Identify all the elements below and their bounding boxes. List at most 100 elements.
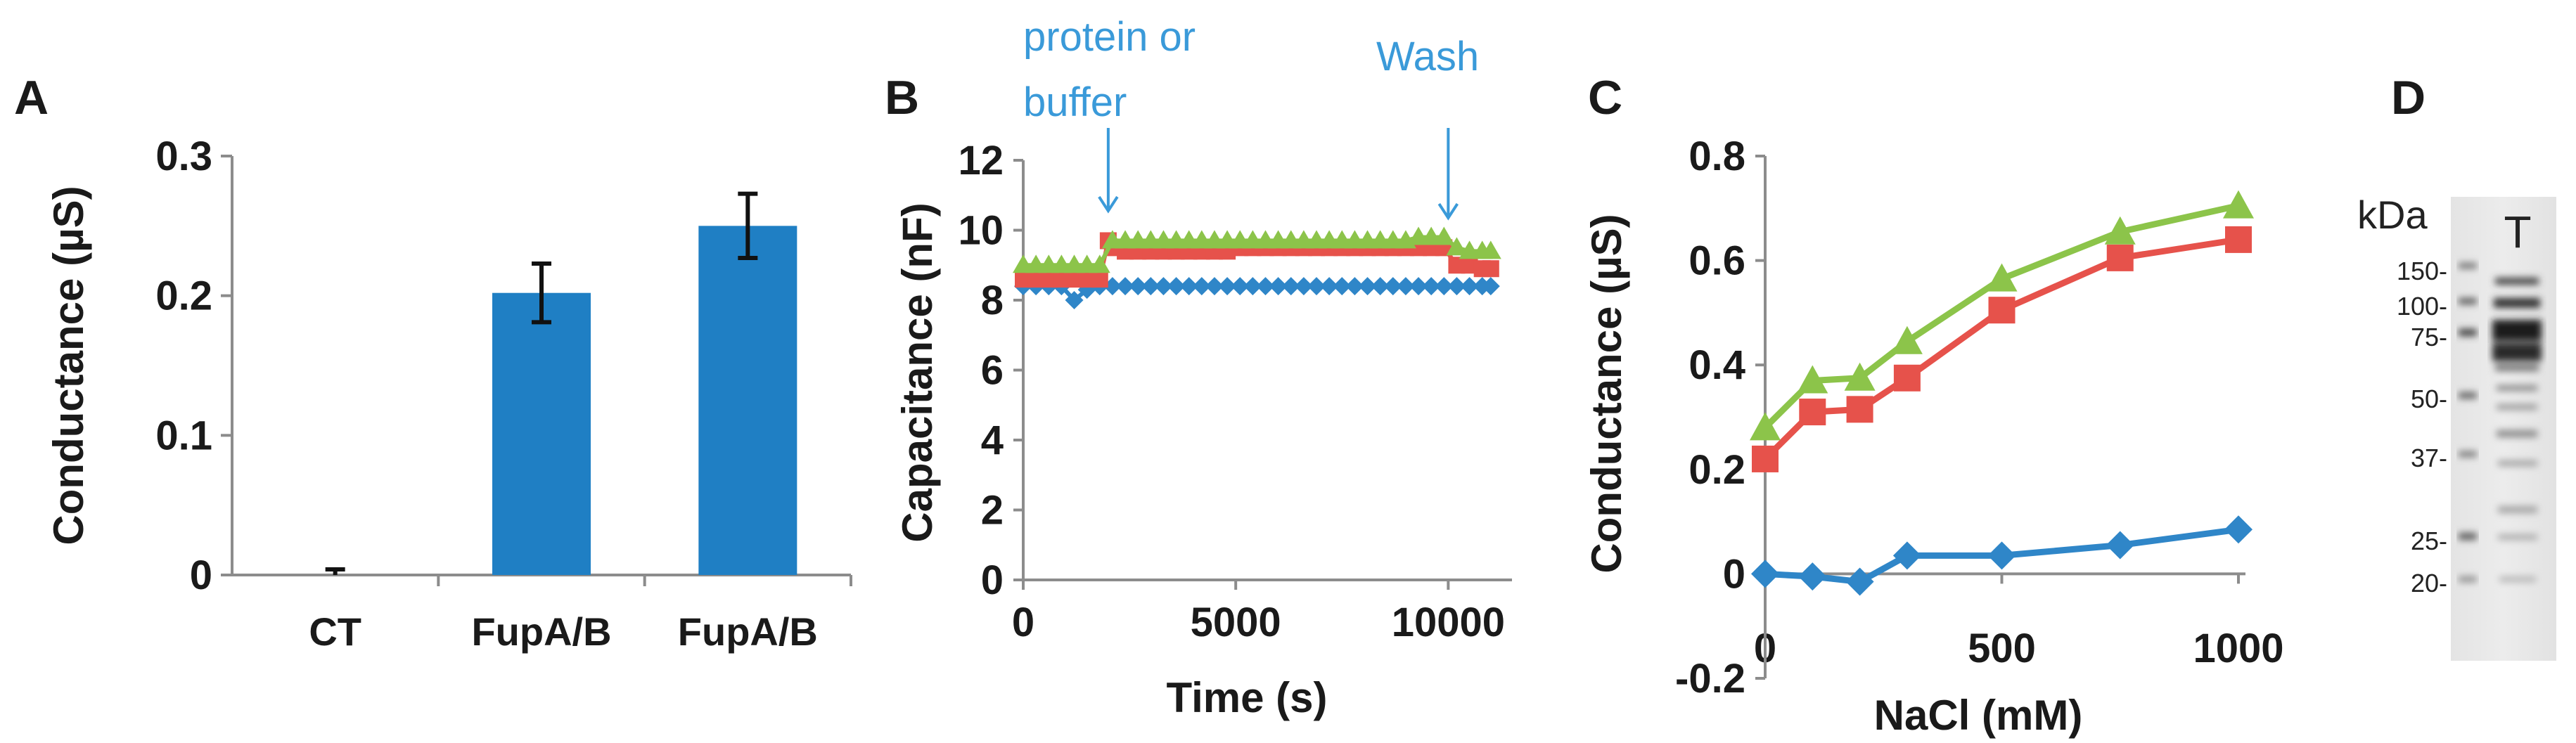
panel-c-point <box>2104 216 2136 245</box>
panel-b-point <box>1345 277 1364 296</box>
panel-b-point <box>1231 277 1250 296</box>
panel-b-annotation-arrowhead <box>1098 195 1119 214</box>
panel-b-point <box>1435 277 1454 296</box>
gel-marker-label: 100- <box>2397 292 2447 321</box>
panel-b-point <box>1243 277 1262 296</box>
panel-c-point <box>2223 190 2254 219</box>
panel-c-point <box>1844 362 1876 391</box>
panel-c-x-tick-label: 500 <box>1968 626 2036 671</box>
panel-b-point <box>1129 277 1148 296</box>
panel-c-point <box>1893 364 1921 392</box>
panel-b-point <box>1333 277 1352 296</box>
panel-c-point <box>1798 562 1827 591</box>
panel-b-point <box>1154 277 1173 296</box>
panel-b-annotation-text: buffer <box>1023 79 1127 125</box>
panel-b-y-tick-label: 2 <box>981 488 1004 534</box>
panel-b-point <box>1320 277 1339 296</box>
panel-c-x-axis-title: NaCl (mM) <box>1874 692 2083 739</box>
panel-b-x-axis-title: Time (s) <box>1167 674 1328 721</box>
panel-c-series-2 <box>1750 190 2254 441</box>
panel-c-series-1 <box>1752 226 2252 472</box>
panel-c-axes <box>1755 155 2245 680</box>
panel-b-point <box>1167 277 1186 296</box>
gel-marker-labels: 150- 100-75- 50- 37- 25- 20- <box>2397 257 2447 597</box>
panel-c-point <box>2106 244 2134 271</box>
panel-c-x-tick-label: 1000 <box>2193 626 2283 671</box>
panel-b-x-tick-label: 0 <box>1012 600 1034 645</box>
panel-a-y-tick-labels: 0 0.1 0.2 0.3 <box>155 134 212 598</box>
panel-b-point <box>1281 277 1300 296</box>
gel-lane-label: T <box>2504 207 2531 257</box>
panel-b-annotation-arrowhead <box>1437 202 1459 221</box>
panel-c-x-tick-labels: 0 500 1000 <box>1754 626 2284 671</box>
panel-c-y-tick-label: 0 <box>1723 551 1745 597</box>
panel-c-point <box>1799 399 1826 426</box>
panel-c-point <box>2225 226 2252 253</box>
panel-b-axes <box>1013 159 1512 590</box>
panel-b-x-tick-labels: 0 5000 10000 <box>1012 600 1505 645</box>
panel-a-bars <box>492 226 797 575</box>
panel-a-bar <box>492 292 591 575</box>
panel-b-point <box>1089 254 1110 273</box>
gel-marker-label: 20- <box>2411 569 2447 597</box>
panel-b-point <box>1116 277 1135 296</box>
panel-b-point <box>1383 277 1402 296</box>
panel-c-y-tick-label: -0.2 <box>1675 656 1745 702</box>
panel-b-point <box>1446 237 1468 256</box>
panel-b-series-2 <box>1013 226 1501 273</box>
panel-c-point <box>1846 396 1873 423</box>
panel-b-series <box>1013 226 1501 309</box>
panel-c-y-tick-label: 0.6 <box>1689 238 1745 284</box>
gel-marker-label: 25- <box>2411 526 2447 555</box>
panel-a: A Conductance (µS) 0 0.1 0.2 0.3 CT FupA/B Fu… <box>14 71 852 654</box>
panel-a-category-labels: CT FupA/B FupA/B <box>309 609 818 654</box>
panel-b-point <box>1141 277 1160 296</box>
panel-b-y-tick-label: 10 <box>958 208 1004 254</box>
panel-b-annotations: protein or buffer Wash <box>1023 14 1479 221</box>
panel-c-point <box>1751 560 1779 588</box>
gel-image: T <box>2451 197 2556 661</box>
panel-b-point <box>1256 277 1275 296</box>
gel-marker-label: 150- <box>2397 257 2447 285</box>
panel-a-category-label: CT <box>309 609 361 654</box>
panel-b-point <box>1294 277 1313 296</box>
panel-c: C Conductance (µS) NaCl (mM) -0.2 0 0.2 0.4… <box>1583 71 2284 739</box>
panel-b-y-tick-label: 4 <box>981 418 1004 463</box>
panel-b-point <box>1447 277 1466 296</box>
panel-b-y-tick-labels: 0 2 4 6 8 10 12 <box>958 138 1004 603</box>
panel-b-point <box>1205 277 1224 296</box>
panel-b-y-tick-label: 6 <box>981 348 1004 394</box>
gel-marker-label: 37- <box>2411 444 2447 472</box>
panel-b-point <box>1358 277 1377 296</box>
panel-a-y-tick-label: 0.1 <box>155 413 212 458</box>
panel-c-point <box>2224 515 2253 544</box>
panel-b-x-tick-label: 5000 <box>1191 600 1281 645</box>
panel-c-point <box>2106 531 2134 560</box>
panel-c-point <box>1986 263 2018 292</box>
panel-c-point <box>1892 541 1921 570</box>
panel-a-y-tick-label: 0.3 <box>155 134 212 179</box>
gel-marker-label: 50- <box>2411 385 2447 413</box>
panel-d: D kDa T <box>2357 71 2556 661</box>
panel-b-point <box>1482 260 1499 278</box>
panel-a-y-axis-title: Conductance (µS) <box>45 186 92 545</box>
panel-b-point <box>1192 277 1211 296</box>
panel-b-y-tick-label: 8 <box>981 278 1004 323</box>
panel-c-y-tick-label: 0.4 <box>1689 342 1745 388</box>
panel-b-x-tick-label: 10000 <box>1392 600 1505 645</box>
panel-b-y-tick-label: 12 <box>958 138 1004 183</box>
panel-b-point <box>1269 277 1288 296</box>
panel-b-point <box>1065 291 1084 309</box>
panel-b-point <box>1409 277 1428 296</box>
panel-a-bar <box>698 226 797 575</box>
panel-b-annotation-text: protein or <box>1023 14 1196 60</box>
panel-c-series <box>1750 190 2254 596</box>
panel-b-point <box>1218 277 1237 296</box>
panel-a-y-tick-label: 0 <box>190 553 212 598</box>
panel-b-point <box>1433 226 1455 245</box>
panel-b-point <box>1396 277 1415 296</box>
panel-c-point <box>1750 412 1781 441</box>
panel-b: B Capacitance (nF) Time (s) 0 2 4 6 8 10 12 0 5… <box>885 14 1512 721</box>
panel-a-category-label: FupA/B <box>471 609 611 654</box>
